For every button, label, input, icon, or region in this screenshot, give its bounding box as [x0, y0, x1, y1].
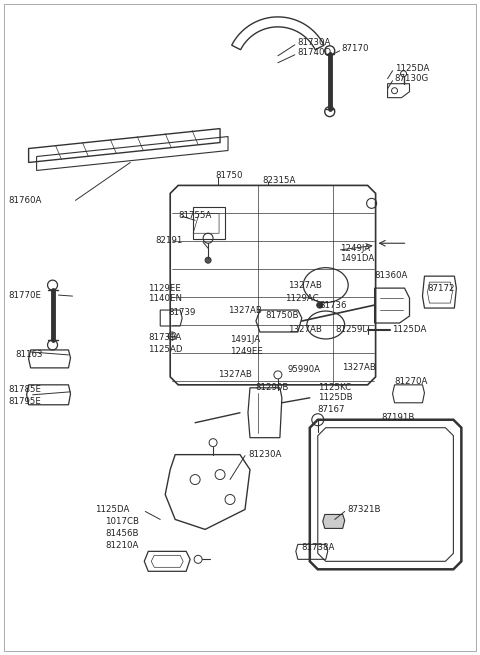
- Text: 81163: 81163: [16, 350, 43, 360]
- Circle shape: [205, 257, 211, 263]
- Text: 1125DA: 1125DA: [392, 326, 426, 335]
- Text: 81230A: 81230A: [248, 450, 281, 459]
- Text: 1249EE: 1249EE: [230, 347, 263, 356]
- Text: 1017CB: 1017CB: [106, 517, 139, 526]
- Text: 1125DA: 1125DA: [395, 64, 429, 73]
- Text: 87191B: 87191B: [382, 413, 415, 422]
- Text: 81795E: 81795E: [9, 398, 42, 406]
- Text: 81740D: 81740D: [298, 48, 332, 57]
- Text: 95990A: 95990A: [288, 365, 321, 375]
- Text: 81456B: 81456B: [106, 529, 139, 538]
- Text: 81270A: 81270A: [395, 377, 428, 386]
- Text: 1491DA: 1491DA: [340, 253, 374, 263]
- Text: 87172: 87172: [428, 284, 455, 293]
- Text: 1327AB: 1327AB: [342, 364, 375, 373]
- Text: 1491JA: 1491JA: [230, 335, 260, 345]
- Text: 1140EN: 1140EN: [148, 293, 182, 303]
- Text: 81360A: 81360A: [374, 271, 408, 280]
- Text: 81755A: 81755A: [178, 211, 212, 220]
- Text: 1125KC: 1125KC: [318, 383, 351, 392]
- Text: 87130G: 87130G: [395, 74, 429, 83]
- Polygon shape: [323, 514, 345, 529]
- Text: 81750: 81750: [215, 171, 242, 180]
- Text: 1327AB: 1327AB: [288, 280, 322, 290]
- Text: 81739: 81739: [168, 308, 195, 316]
- Text: 1125DB: 1125DB: [318, 393, 352, 402]
- Text: 81770E: 81770E: [9, 291, 42, 299]
- Text: 87170: 87170: [342, 45, 369, 53]
- Text: 81785E: 81785E: [9, 385, 42, 394]
- Text: 81730A: 81730A: [298, 39, 331, 47]
- Text: 1249JA: 1249JA: [340, 244, 370, 253]
- Text: 1327AB: 1327AB: [288, 326, 322, 335]
- Text: 81760A: 81760A: [9, 196, 42, 205]
- Text: 1327AB: 1327AB: [228, 305, 262, 314]
- Text: 81210A: 81210A: [106, 541, 139, 550]
- Text: 87167: 87167: [318, 405, 345, 414]
- Text: 82191: 82191: [155, 236, 182, 245]
- Text: 1327AB: 1327AB: [218, 370, 252, 379]
- Circle shape: [317, 302, 323, 308]
- Text: 1129EE: 1129EE: [148, 284, 181, 293]
- Text: 81739A: 81739A: [148, 333, 181, 343]
- Text: 1125AD: 1125AD: [148, 345, 183, 354]
- Text: 81290B: 81290B: [255, 383, 288, 392]
- Text: 1129AC: 1129AC: [285, 293, 319, 303]
- Text: 82315A: 82315A: [262, 176, 295, 185]
- Text: 81738A: 81738A: [302, 543, 335, 552]
- Text: 81750B: 81750B: [265, 310, 299, 320]
- Text: 81736: 81736: [320, 301, 347, 310]
- Text: 81259L: 81259L: [336, 326, 368, 335]
- Text: 87321B: 87321B: [348, 505, 381, 514]
- Text: 1125DA: 1125DA: [96, 505, 130, 514]
